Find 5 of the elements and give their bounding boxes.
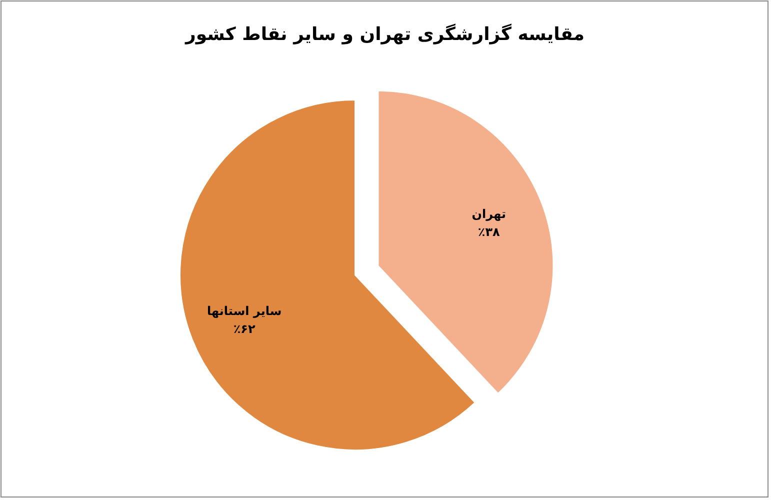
- data-label: ٪۳۸: [478, 224, 501, 239]
- slice-label: تهران: [472, 206, 506, 221]
- chart-title: مقایسه گزارشگری تهران و سایر نقاط کشور: [184, 23, 585, 45]
- data-label: ٪۶۲: [233, 322, 256, 336]
- slice-label: سایر استانها: [206, 304, 282, 318]
